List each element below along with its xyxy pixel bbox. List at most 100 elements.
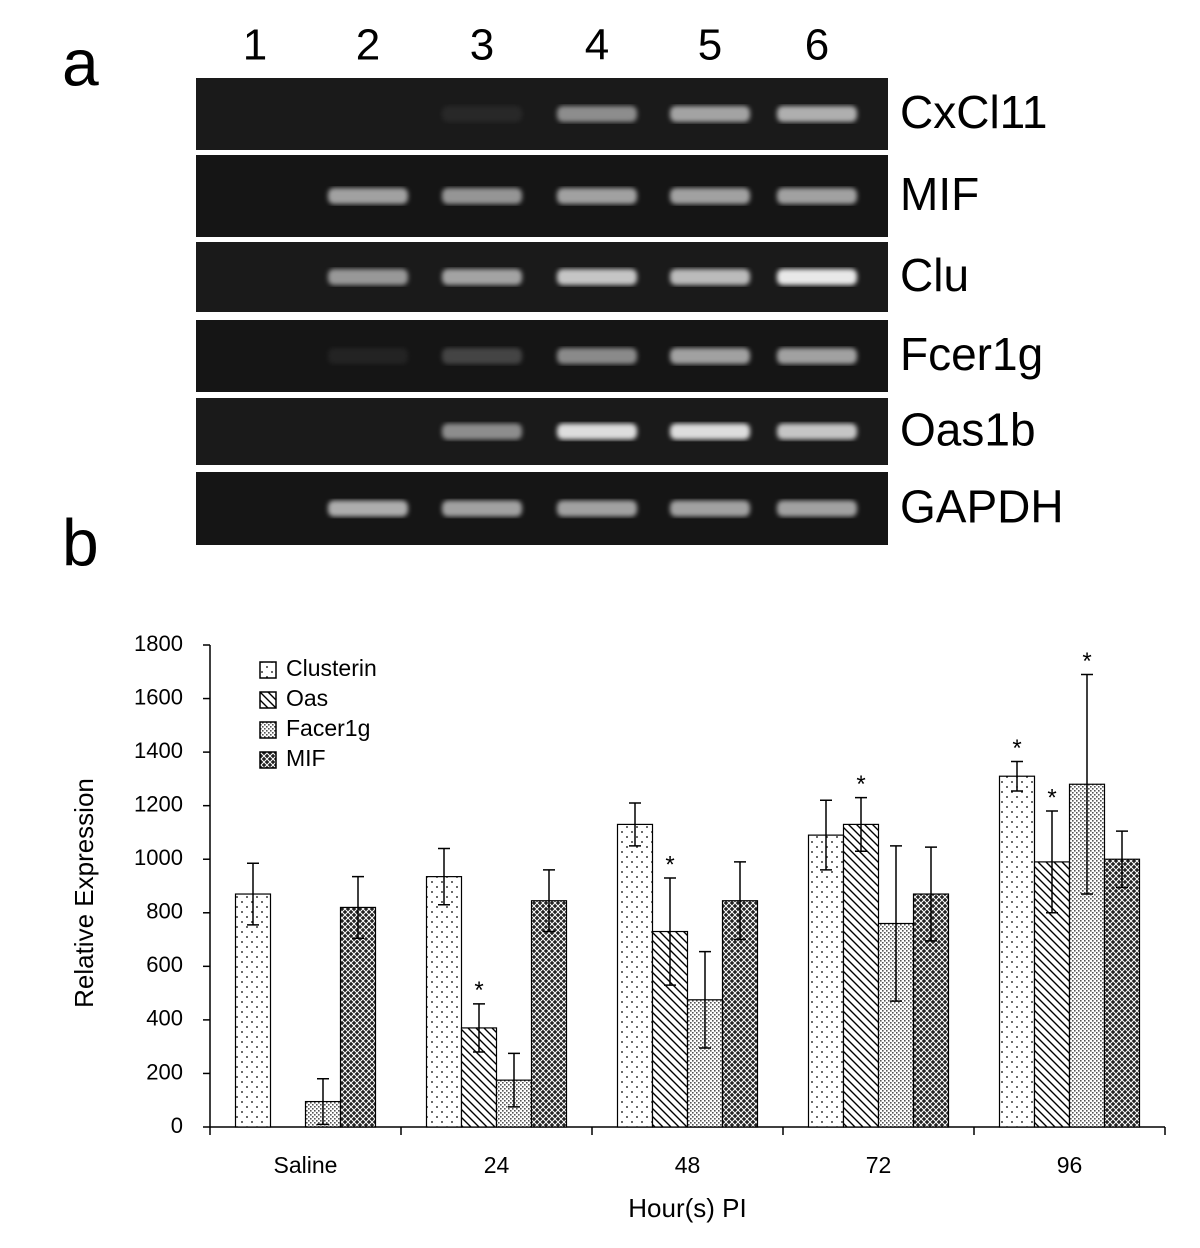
gel-band [442, 106, 522, 122]
gel-band [670, 500, 750, 517]
bar [339, 906, 377, 1128]
gene-label: Clu [900, 249, 969, 301]
gene-label: MIF [900, 168, 979, 220]
error-bar [352, 875, 364, 939]
error-bar [925, 846, 937, 942]
legend-label: Oas [286, 685, 328, 711]
error-bar [855, 796, 867, 852]
bar-chart: 0 200 400 600 800 1000 1200 1400 1600 1800 Relativ… [69, 631, 1166, 1223]
error-bar [664, 877, 676, 986]
gel-band [777, 423, 857, 440]
gel-row [196, 472, 888, 545]
bar [234, 893, 272, 1128]
bar [616, 823, 654, 1128]
error-bar [508, 1052, 520, 1108]
y-tick-label: 0 [171, 1113, 183, 1138]
lane-label: 4 [585, 21, 609, 70]
gel-band [670, 423, 750, 440]
bar [842, 823, 880, 1128]
y-tick-label: 200 [146, 1059, 183, 1084]
gel-band [557, 269, 637, 285]
gel-band [557, 188, 637, 204]
error-bar [734, 861, 746, 941]
legend-label: MIF [286, 745, 326, 771]
error-bar [473, 1003, 485, 1053]
significance-mark: * [665, 851, 674, 878]
x-tick-label: Saline [274, 1152, 338, 1178]
gel-band [557, 348, 637, 364]
gel-row [196, 242, 888, 312]
gel-band [442, 269, 522, 285]
significance-mark: * [474, 977, 483, 1004]
y-axis-title: Relative Expression [69, 778, 99, 1008]
x-axis-title: Hour(s) PI [628, 1193, 746, 1223]
gel-image: 1 2 3 4 5 6 CxCl11 MIF Clu Fcer1g Oas1b GAPDH [196, 21, 1064, 545]
y-tick-label: 1200 [134, 791, 183, 816]
y-tick-label: 400 [146, 1006, 183, 1031]
significance-mark: * [1047, 784, 1056, 811]
legend-swatch [259, 691, 277, 709]
gel-band [777, 348, 857, 364]
error-bar [629, 802, 641, 847]
y-tick-label: 1400 [134, 738, 183, 763]
gel-row [196, 155, 888, 237]
lane-label: 6 [805, 21, 829, 70]
legend-label: Clusterin [286, 655, 377, 681]
gel-band [442, 423, 522, 440]
lane-label: 5 [698, 21, 722, 70]
gel-band [557, 423, 637, 440]
gel-row [196, 398, 888, 465]
gel-band [328, 188, 408, 204]
gel-band [777, 500, 857, 517]
gene-label: Oas1b [900, 404, 1036, 456]
gel-band [670, 348, 750, 364]
panel-label: a [62, 25, 99, 99]
gel-band [777, 188, 857, 204]
gel-band [442, 348, 522, 364]
significance-mark: * [856, 771, 865, 798]
y-tick-label: 1000 [134, 845, 183, 870]
gel-band [442, 500, 522, 517]
significance-mark: * [1012, 735, 1021, 762]
lane-label: 2 [356, 21, 380, 70]
legend-swatch [259, 751, 277, 769]
error-bar [699, 950, 711, 1049]
legend-swatch [259, 661, 277, 679]
gel-row [196, 78, 888, 150]
lane-label: 3 [470, 21, 494, 70]
x-tick-label: 96 [1057, 1152, 1083, 1178]
gene-label: Fcer1g [900, 328, 1043, 380]
error-bar [543, 869, 555, 933]
error-bar [317, 1078, 329, 1126]
gel-band [670, 269, 750, 285]
bar [530, 900, 568, 1128]
gel-band [777, 269, 857, 285]
gel-band [557, 106, 637, 122]
gel-band [328, 500, 408, 517]
gel-band [328, 348, 408, 364]
gene-label: CxCl11 [900, 86, 1047, 138]
error-bar [890, 845, 902, 1002]
gel-row [196, 320, 888, 392]
error-bar [247, 862, 259, 926]
error-bar [820, 799, 832, 871]
error-bar [438, 847, 450, 906]
legend-swatch [259, 721, 277, 739]
bar [998, 775, 1036, 1128]
error-bar [1081, 673, 1093, 895]
y-tick-label: 1600 [134, 684, 183, 709]
panel-label: b [62, 505, 99, 579]
y-tick-label: 800 [146, 899, 183, 924]
x-tick-label: 72 [866, 1152, 892, 1178]
gel-band [670, 188, 750, 204]
gel-band [328, 269, 408, 285]
bar [425, 876, 463, 1128]
gel-band [442, 188, 522, 204]
bar [807, 834, 845, 1128]
y-tick-label: 1800 [134, 631, 183, 656]
significance-mark: * [1082, 648, 1091, 675]
gel-band [777, 106, 857, 122]
x-tick-label: 24 [484, 1152, 510, 1178]
error-bar [1046, 810, 1058, 914]
